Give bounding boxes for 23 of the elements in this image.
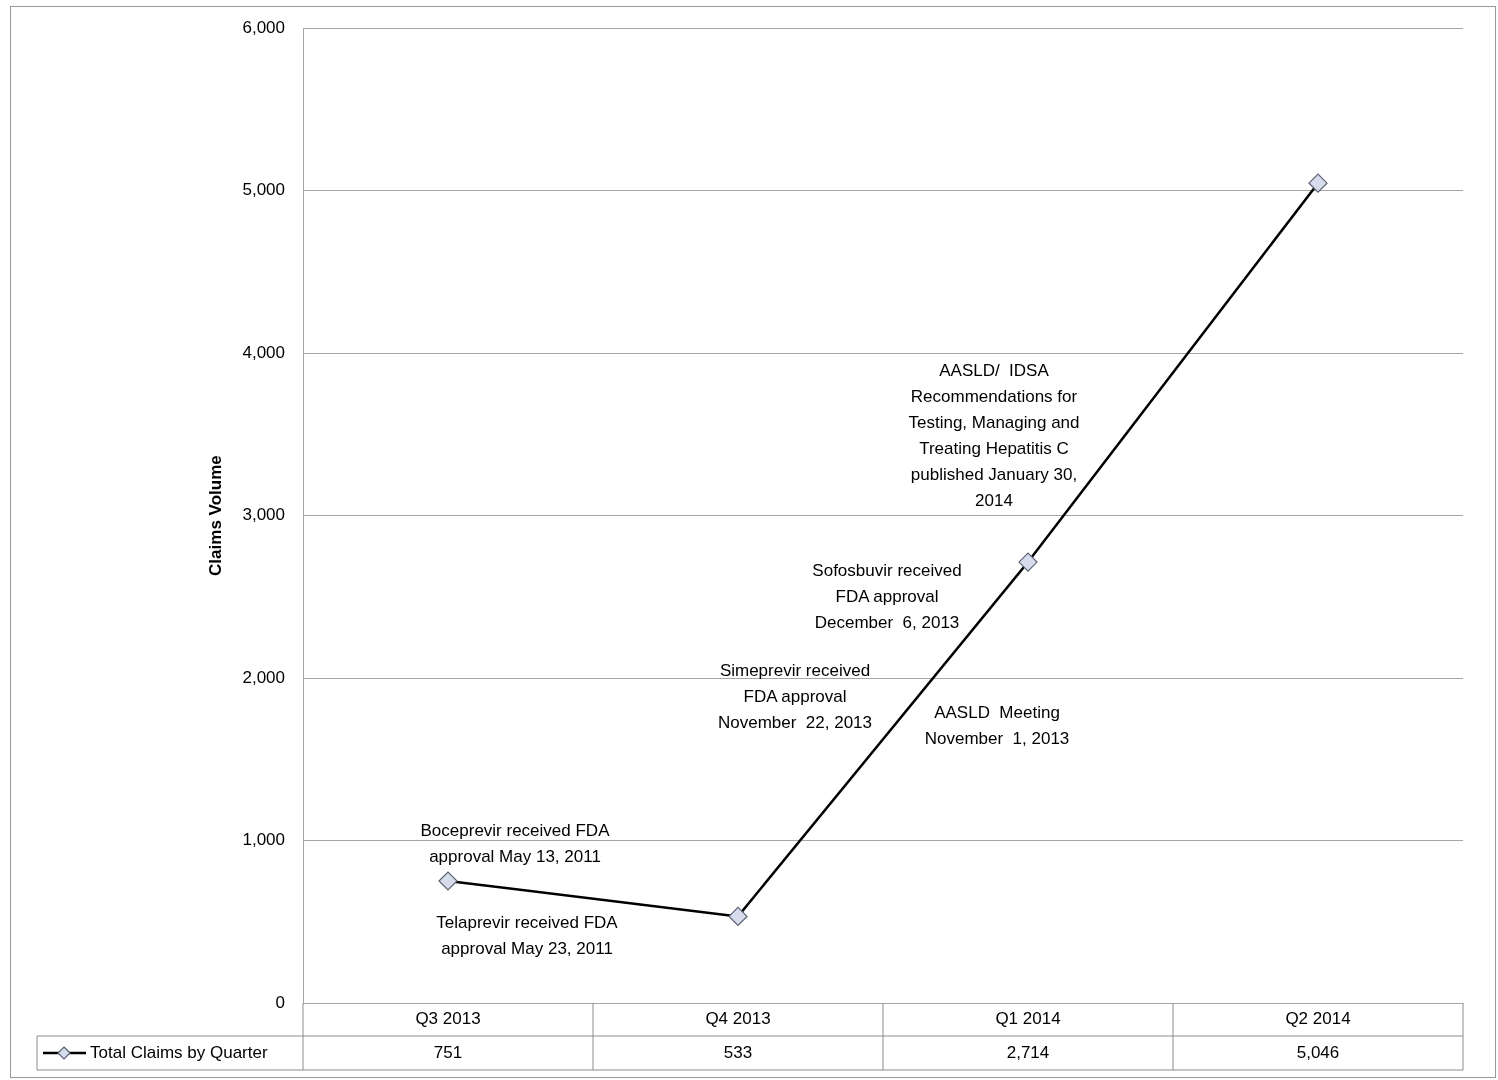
data-label: 751 [433, 1042, 463, 1062]
data-label: 5,046 [1296, 1042, 1340, 1062]
y-axis-title: Claims Volume [205, 455, 225, 576]
data-label: 2,714 [1006, 1042, 1050, 1062]
x-tick-label: Q3 2013 [415, 1009, 481, 1029]
x-tick-label: Q1 2014 [995, 1009, 1061, 1029]
annotation: AASLD/ IDSA Recommendations for Testing, Managing and Treating Hepatitis C published January 30, 2014 [908, 360, 1080, 510]
x-tick-label: Q2 2014 [1285, 1009, 1351, 1029]
annotation: Telaprevir received FDA approval May 23, 2011 [436, 912, 619, 958]
annotation: Simeprevir received FDA approval November 22, 2013 [717, 660, 873, 732]
annotation: Boceprevir received FDA approval May 13, 2011 [420, 820, 611, 866]
y-tick-label: 2,000 [242, 667, 285, 687]
legend-label: Total Claims by Quarter [90, 1042, 268, 1062]
y-tick-label: 6,000 [242, 17, 285, 37]
y-tick-label: 5,000 [242, 180, 285, 200]
y-tick-label: 4,000 [242, 342, 285, 362]
x-tick-label: Q4 2013 [705, 1009, 771, 1029]
annotation: AASLD Meeting November 1, 2013 [924, 702, 1070, 748]
y-tick-label: 3,000 [242, 505, 285, 525]
data-label: 533 [723, 1042, 753, 1062]
y-tick-label: 1,000 [242, 830, 285, 850]
y-tick-label: 0 [275, 992, 285, 1012]
annotation: Sofosbuvir received FDA approval December 6, 2013 [812, 560, 962, 632]
